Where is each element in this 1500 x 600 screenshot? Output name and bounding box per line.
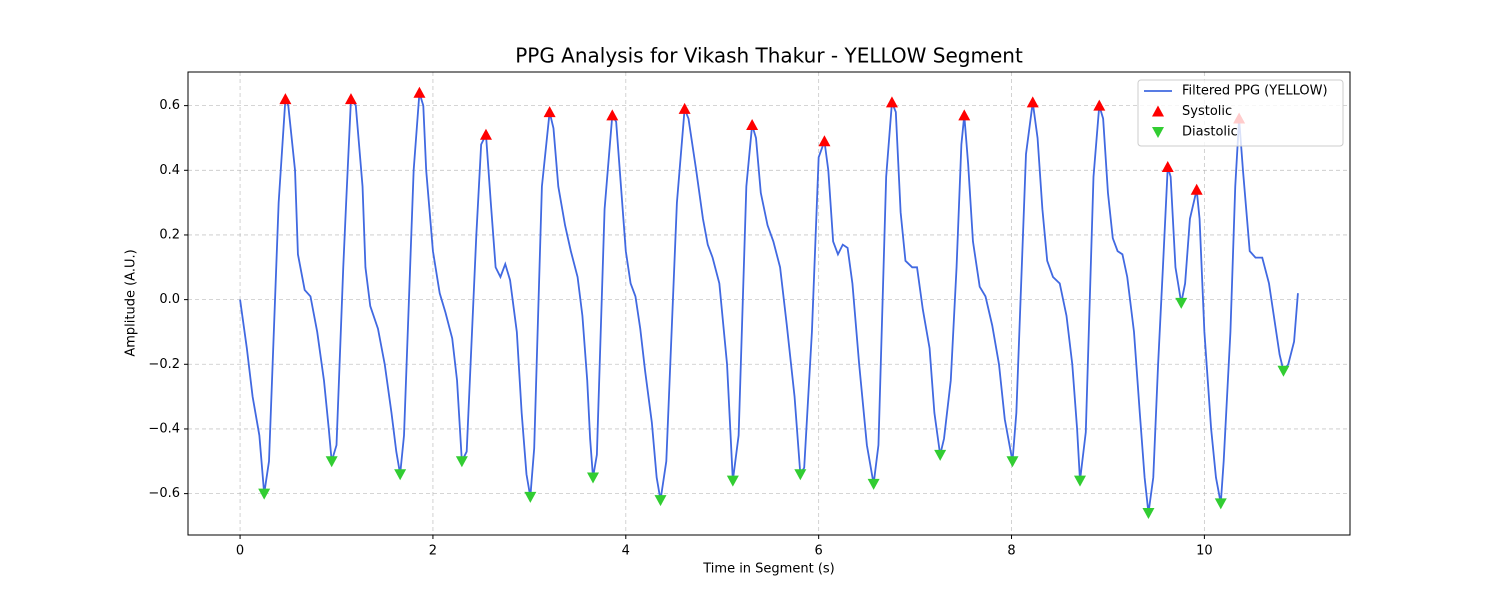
x-tick-label: 2 xyxy=(429,544,437,559)
chart-title: PPG Analysis for Vikash Thakur - YELLOW … xyxy=(515,44,1023,68)
legend-swatch xyxy=(1152,127,1164,138)
y-tick-label: −0.4 xyxy=(148,421,180,436)
systolic-marker xyxy=(344,93,357,105)
y-tick-label: −0.6 xyxy=(148,486,180,501)
diastolic-marker xyxy=(726,475,739,487)
plot-frame xyxy=(187,71,1351,536)
x-axis-label: Time in Segment (s) xyxy=(702,562,834,577)
systolic-marker xyxy=(746,119,759,131)
x-tick-label: 10 xyxy=(1196,544,1213,559)
y-tick-label: 0.4 xyxy=(159,163,180,178)
diastolic-marker xyxy=(524,491,537,503)
diastolic-marker xyxy=(587,472,600,484)
diastolic-marker xyxy=(1142,508,1155,520)
y-tick-label: −0.2 xyxy=(148,357,180,372)
systolic-marker xyxy=(413,86,426,98)
y-tick-label: 0.2 xyxy=(159,227,180,242)
diastolic-marker xyxy=(867,478,880,490)
diastolic-marker xyxy=(325,456,338,468)
systolic-marker xyxy=(1093,99,1106,111)
systolic-marker xyxy=(479,128,492,140)
x-tick-label: 8 xyxy=(1007,544,1015,559)
systolic-marker xyxy=(1190,183,1203,195)
diastolic-marker xyxy=(455,456,468,468)
y-tick-label: 0.6 xyxy=(159,98,180,113)
systolic-marker xyxy=(606,109,619,121)
legend-label: Diastolic xyxy=(1182,125,1238,140)
y-axis-label: Amplitude (A.U.) xyxy=(124,249,139,356)
diastolic-marker xyxy=(794,469,807,481)
legend-box xyxy=(1137,79,1344,147)
legend-label: Systolic xyxy=(1182,104,1232,119)
diastolic-marker xyxy=(1175,297,1188,309)
diastolic-marker xyxy=(1006,456,1019,468)
systolic-marker xyxy=(1161,161,1174,173)
systolic-marker xyxy=(818,135,831,147)
legend-label: Filtered PPG (YELLOW) xyxy=(1182,84,1328,99)
diastolic-marker xyxy=(1214,498,1227,510)
diastolic-marker xyxy=(1073,475,1086,487)
x-tick-label: 0 xyxy=(236,544,244,559)
systolic-marker xyxy=(885,96,898,108)
x-tick-label: 4 xyxy=(622,544,630,559)
diastolic-marker xyxy=(1277,365,1290,377)
legend-swatch xyxy=(1152,105,1164,117)
legend: Filtered PPG (YELLOW) Systolic Diastolic xyxy=(1137,79,1344,147)
diastolic-marker xyxy=(394,469,407,481)
systolic-marker xyxy=(958,109,971,121)
systolic-marker xyxy=(678,102,691,114)
diastolic-marker xyxy=(654,495,667,507)
systolic-marker xyxy=(279,93,292,105)
systolic-marker xyxy=(543,106,556,118)
diastolic-marker xyxy=(934,449,947,461)
y-tick-label: 0.0 xyxy=(159,292,180,307)
systolic-marker xyxy=(1026,96,1039,108)
x-tick-label: 6 xyxy=(815,544,823,559)
diastolic-marker xyxy=(258,488,271,500)
